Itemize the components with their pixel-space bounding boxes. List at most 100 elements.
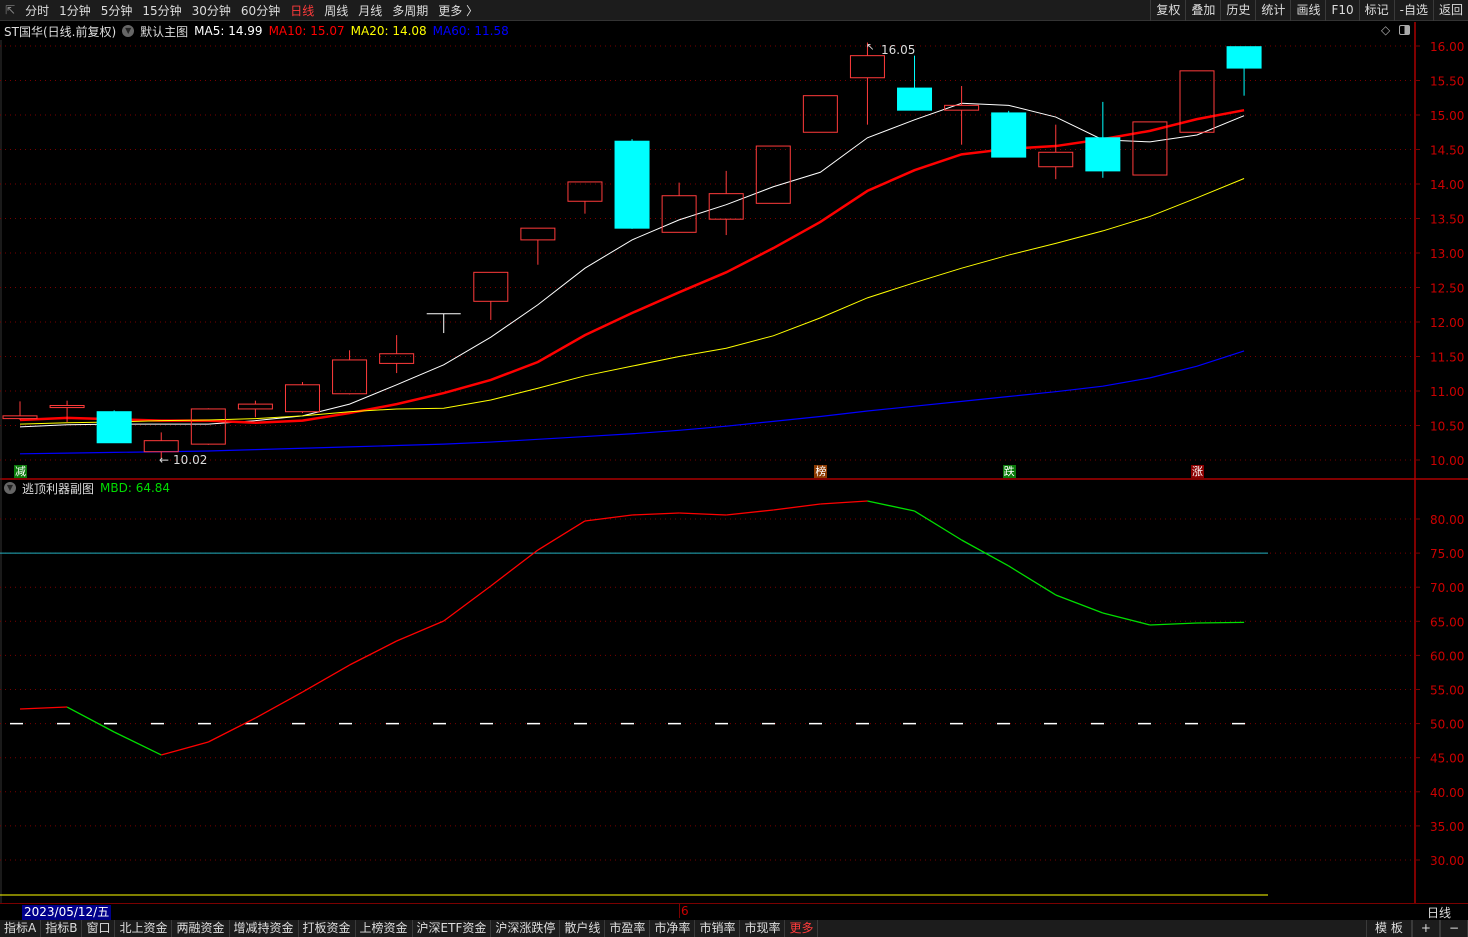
mbd-line-segment — [867, 500, 915, 512]
candlestick — [190, 408, 226, 445]
period-tab[interactable]: 月线 — [358, 3, 383, 18]
indicator-tab[interactable]: 沪深ETF资金 — [413, 920, 492, 937]
mbd-line-segment — [113, 731, 162, 756]
stock-title: ST国华(日线.前复权) — [4, 24, 117, 39]
period-tab[interactable]: 60分钟 — [240, 3, 281, 18]
price-tick-label: 15.00 — [1430, 109, 1464, 123]
mbd-tick-label: 40.00 — [1430, 786, 1464, 800]
mbd-tick-label: 30.00 — [1430, 854, 1464, 868]
candle-body — [520, 227, 556, 241]
indicator-tab[interactable]: 市销率 — [695, 920, 741, 937]
dropdown-icon[interactable]: ▼ — [4, 482, 16, 494]
signal-marker: 跌 — [1002, 465, 1016, 478]
toolbar-button[interactable]: 统计 — [1255, 0, 1290, 21]
period-tab[interactable]: 周线 — [324, 3, 349, 18]
candle-body — [1038, 151, 1074, 168]
period-tab[interactable]: 5分钟 — [100, 3, 133, 18]
indicator-tab[interactable]: 打板资金 — [299, 920, 356, 937]
menu-icon[interactable]: ⇱ — [5, 3, 16, 17]
indicator-tab[interactable]: 沪深涨跌停 — [491, 920, 561, 937]
mbd-tick-label: 50.00 — [1430, 718, 1464, 732]
mbd-tick-label: 65.00 — [1430, 615, 1464, 629]
sub-chart-title[interactable]: 逃顶利器副图 — [22, 481, 95, 496]
mbd-tick-label: 60.00 — [1430, 649, 1464, 663]
bottom-control[interactable]: 模 板 — [1366, 920, 1412, 937]
ma5-value: MA5: 14.99 — [194, 24, 263, 38]
toolbar-button[interactable]: 返回 — [1432, 0, 1468, 21]
candlestick — [661, 182, 697, 233]
candlestick — [332, 350, 368, 395]
price-tick-label: 10.00 — [1430, 454, 1464, 468]
toolbar-button[interactable]: 画线 — [1290, 0, 1325, 21]
indicator-tab[interactable]: 市净率 — [650, 920, 696, 937]
price-tick-label: 14.50 — [1430, 144, 1464, 158]
diamond-icon[interactable]: ◇ — [1381, 23, 1391, 37]
candlestick — [614, 139, 650, 229]
candlestick — [1085, 101, 1121, 178]
toolbar-button[interactable]: 叠加 — [1185, 0, 1220, 21]
arrow-icon: ← — [159, 453, 169, 467]
period-tab[interactable]: 更多 〉 — [438, 3, 479, 18]
mbd-line-segment — [1196, 621, 1245, 624]
mbd-line-segment — [302, 664, 350, 693]
panel-toggle-icon[interactable] — [1399, 25, 1410, 35]
toolbar-button[interactable]: -自选 — [1393, 0, 1433, 21]
period-tab[interactable]: 日线 — [290, 3, 315, 18]
mbd-line-segment — [19, 706, 68, 710]
indicator-tab[interactable]: 上榜资金 — [356, 920, 413, 937]
period-tab[interactable]: 15分钟 — [142, 3, 182, 18]
mbd-tick-label: 45.00 — [1430, 752, 1464, 766]
dropdown-icon[interactable]: ▼ — [122, 25, 135, 37]
bottom-control[interactable]: + — [1411, 920, 1440, 937]
candlestick — [49, 400, 85, 423]
candle-body — [567, 181, 603, 202]
toolbar-button[interactable]: 复权 — [1150, 0, 1185, 21]
indicator-tab[interactable]: 散户线 — [560, 920, 606, 937]
period-tab[interactable]: 30分钟 — [191, 3, 231, 18]
candlestick — [1179, 70, 1215, 133]
mbd-line-segment — [773, 503, 821, 511]
price-tick-label: 12.50 — [1430, 282, 1464, 296]
indicator-tab[interactable]: 指标A — [0, 920, 42, 937]
candle-body — [897, 87, 933, 111]
toolbar-button[interactable]: 历史 — [1220, 0, 1255, 21]
indicator-tab[interactable]: 指标B — [41, 920, 83, 937]
indicator-tab[interactable]: 窗口 — [82, 920, 116, 937]
candle-body — [991, 112, 1027, 158]
candlestick — [567, 181, 603, 214]
candlestick — [802, 95, 838, 133]
period-tab[interactable]: 多周期 — [392, 3, 429, 18]
indicator-tab[interactable]: 北上资金 — [115, 920, 173, 937]
candle-body — [614, 140, 650, 229]
candlestick — [708, 170, 744, 236]
mbd-line-segment — [632, 512, 680, 516]
candlestick — [520, 227, 556, 265]
mbd-line-segment — [537, 520, 586, 551]
indicator-tab[interactable]: 市现率 — [740, 920, 786, 937]
indicator-tab[interactable]: 更多 — [785, 920, 819, 937]
candle-body — [284, 384, 320, 413]
mbd-line-segment — [443, 585, 492, 622]
mbd-tick-label: 70.00 — [1430, 581, 1464, 595]
mbd-tick-label: 80.00 — [1430, 513, 1464, 527]
indicator-tab[interactable]: 市盈率 — [605, 920, 651, 937]
template-name[interactable]: 默认主图 — [140, 24, 189, 39]
price-tick-label: 16.00 — [1430, 40, 1464, 54]
period-label: 日线 — [1427, 906, 1452, 920]
toolbar-button[interactable]: F10 — [1325, 0, 1358, 21]
candlestick — [1038, 124, 1074, 180]
candle-body — [237, 403, 273, 410]
indicator-tab[interactable]: 增减持资金 — [230, 920, 299, 937]
mbd-line-segment — [1055, 594, 1104, 614]
mbd-value: MBD: 64.84 — [100, 481, 171, 495]
bottom-control[interactable]: − — [1439, 920, 1468, 937]
sub-chart-info: ▼ 逃顶利器副图 MBD: 64.84 — [0, 480, 170, 496]
indicator-tab[interactable]: 两融资金 — [172, 920, 230, 937]
period-tab[interactable]: 分时 — [25, 3, 50, 18]
signal-marker: 涨 — [1191, 465, 1204, 478]
period-tab[interactable]: 1分钟 — [59, 3, 91, 18]
toolbar-button[interactable]: 标记 — [1358, 0, 1394, 21]
main-chart-info: ST国华(日线.前复权) ▼ 默认主图 MA5: 14.99 MA10: 15.… — [0, 22, 509, 40]
candle-body — [96, 411, 132, 444]
